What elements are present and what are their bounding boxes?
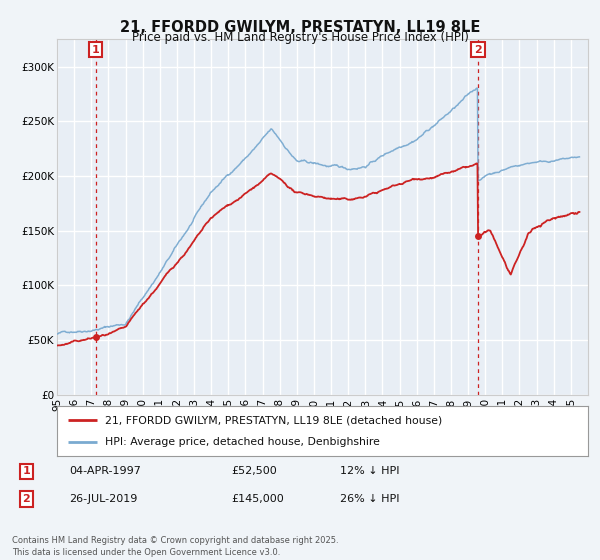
Text: £52,500: £52,500: [231, 466, 277, 477]
Text: 1: 1: [23, 466, 30, 477]
Text: £145,000: £145,000: [231, 494, 284, 504]
Text: 2: 2: [23, 494, 30, 504]
Text: 04-APR-1997: 04-APR-1997: [70, 466, 142, 477]
Text: Price paid vs. HM Land Registry's House Price Index (HPI): Price paid vs. HM Land Registry's House …: [131, 31, 469, 44]
Text: 26% ↓ HPI: 26% ↓ HPI: [340, 494, 400, 504]
Text: HPI: Average price, detached house, Denbighshire: HPI: Average price, detached house, Denb…: [105, 437, 380, 447]
Text: Contains HM Land Registry data © Crown copyright and database right 2025.
This d: Contains HM Land Registry data © Crown c…: [12, 536, 338, 557]
Text: 26-JUL-2019: 26-JUL-2019: [70, 494, 138, 504]
Text: 21, FFORDD GWILYM, PRESTATYN, LL19 8LE (detached house): 21, FFORDD GWILYM, PRESTATYN, LL19 8LE (…: [105, 415, 442, 425]
Text: 2: 2: [474, 45, 482, 54]
Text: 21, FFORDD GWILYM, PRESTATYN, LL19 8LE: 21, FFORDD GWILYM, PRESTATYN, LL19 8LE: [120, 20, 480, 35]
Text: 1: 1: [92, 45, 100, 54]
Text: 12% ↓ HPI: 12% ↓ HPI: [340, 466, 400, 477]
